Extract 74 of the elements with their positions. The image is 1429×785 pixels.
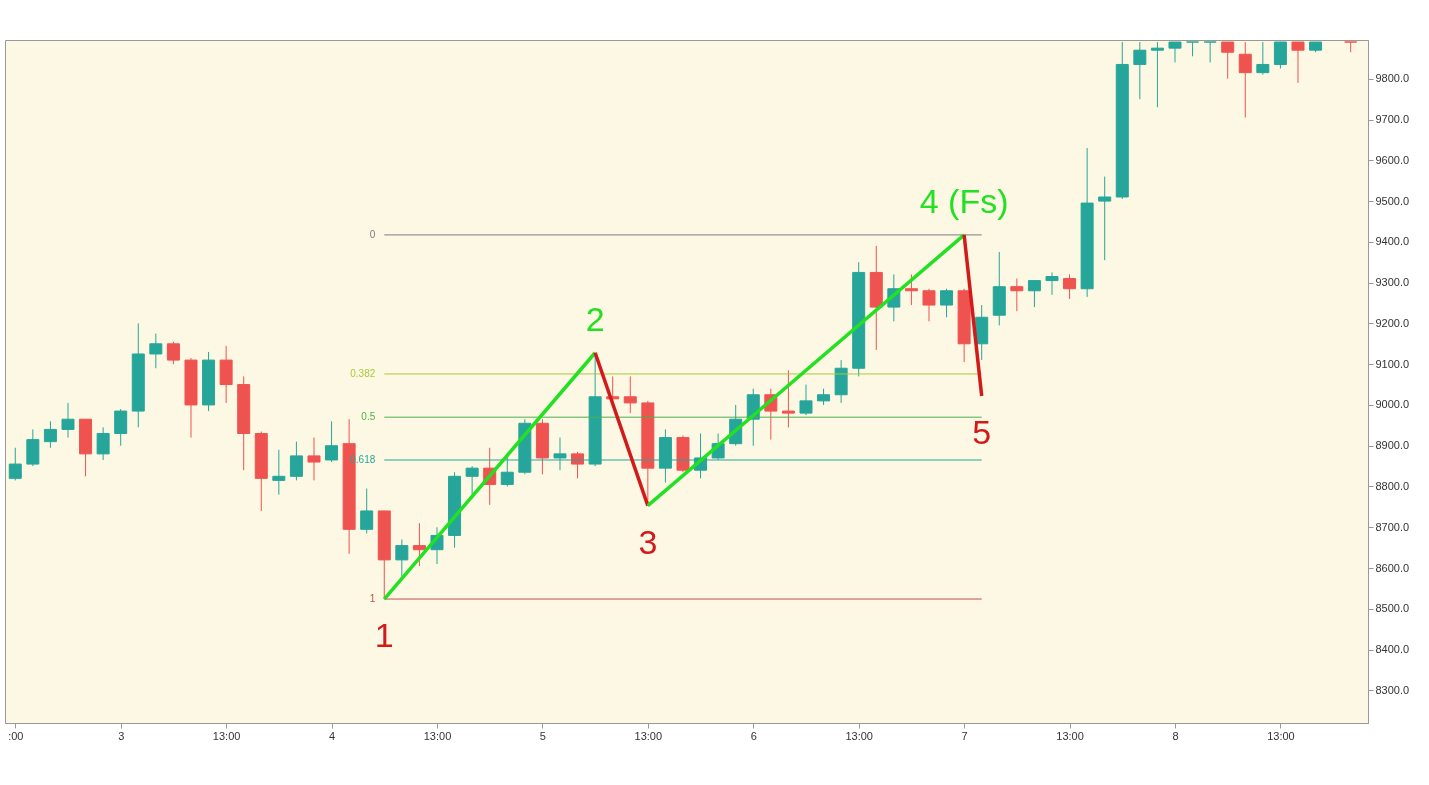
x-tick-label: 13:00 <box>634 729 663 742</box>
y-tick-label: 8300.0 <box>1375 683 1410 696</box>
y-tick-label: 9700.0 <box>1375 113 1410 126</box>
annotation: 2 <box>585 299 605 338</box>
x-tick-label: 6 <box>750 729 757 742</box>
candlestick <box>360 488 374 534</box>
candlestick <box>1203 41 1217 63</box>
candlestick <box>61 402 75 439</box>
candlestick <box>922 288 936 322</box>
candlestick <box>166 341 180 365</box>
x-tick-label: 13:00 <box>423 729 452 742</box>
y-tick-label: 8500.0 <box>1375 602 1410 615</box>
candlestick <box>272 449 286 496</box>
annotation: 4 (Fs) <box>919 181 1009 220</box>
annotation: 3 <box>638 522 658 561</box>
x-tick-label: 5 <box>539 729 546 742</box>
x-tick-label: 8 <box>1172 729 1179 742</box>
series-label: 0 <box>369 228 376 240</box>
candlestick <box>465 465 479 496</box>
x-tick-label: 13:00 <box>1267 729 1295 742</box>
annotation: 1 <box>374 616 394 655</box>
candlestick <box>1291 41 1305 84</box>
y-tick-label: 9000.0 <box>1375 398 1410 411</box>
candlestick <box>1238 41 1252 118</box>
candlestick <box>1273 41 1287 70</box>
candlestick <box>43 420 57 449</box>
candlestick <box>1045 271 1059 296</box>
candlestick <box>289 441 303 481</box>
candlestick <box>781 369 795 428</box>
candlestick <box>799 384 813 416</box>
y-tick-label: 8800.0 <box>1375 480 1410 492</box>
candlestick <box>904 273 918 306</box>
x-tick-label: 4 <box>328 729 336 742</box>
candlestick <box>1010 278 1024 312</box>
candlestick <box>1063 273 1077 300</box>
candlestick <box>325 420 339 463</box>
candlestick <box>8 447 22 481</box>
y-tick-label: 8900.0 <box>1375 439 1410 452</box>
candlestick <box>412 522 426 567</box>
y-tick-label: 9300.0 <box>1375 276 1410 289</box>
candlestick <box>1168 41 1182 63</box>
y-tick-label: 9400.0 <box>1375 235 1410 248</box>
annotation: 5 <box>972 412 992 451</box>
candlestick <box>623 375 637 414</box>
y-tick-label: 9600.0 <box>1375 153 1410 166</box>
candlestick <box>149 333 163 369</box>
y-tick-label: 9800.0 <box>1375 72 1410 85</box>
candlestick <box>1150 41 1164 108</box>
candlestick <box>1027 280 1041 308</box>
candlestick <box>1186 41 1200 57</box>
x-tick-label: 7 <box>961 729 968 742</box>
series-label: 0.382 <box>350 367 376 379</box>
x-tick-label: 3 <box>118 729 125 742</box>
x-tick-label: 13:00 <box>845 729 873 742</box>
candlestick <box>1133 41 1147 100</box>
candlestick <box>940 288 954 318</box>
candlestick <box>1221 41 1235 80</box>
candlestick <box>395 539 409 577</box>
candlestick <box>307 437 321 481</box>
candlestick <box>1256 41 1270 76</box>
x-tick-label: 13:00 <box>212 729 241 742</box>
y-tick-label: 9500.0 <box>1375 194 1410 207</box>
x-tick-label: 13:00 <box>1056 729 1084 742</box>
y-tick-label: 9200.0 <box>1375 316 1410 329</box>
x-tick-label: :00 <box>8 729 24 742</box>
candlestick <box>114 408 128 447</box>
y-tick-label: 8700.0 <box>1375 520 1410 533</box>
candlestick <box>1098 176 1112 261</box>
y-tick-label: 8600.0 <box>1375 561 1410 574</box>
y-tick-label: 8400.0 <box>1375 643 1410 656</box>
series-label: 0.5 <box>361 411 376 423</box>
series-label: 1 <box>369 593 376 605</box>
y-tick-label: 9100.0 <box>1375 357 1410 370</box>
candlestick <box>96 426 110 461</box>
